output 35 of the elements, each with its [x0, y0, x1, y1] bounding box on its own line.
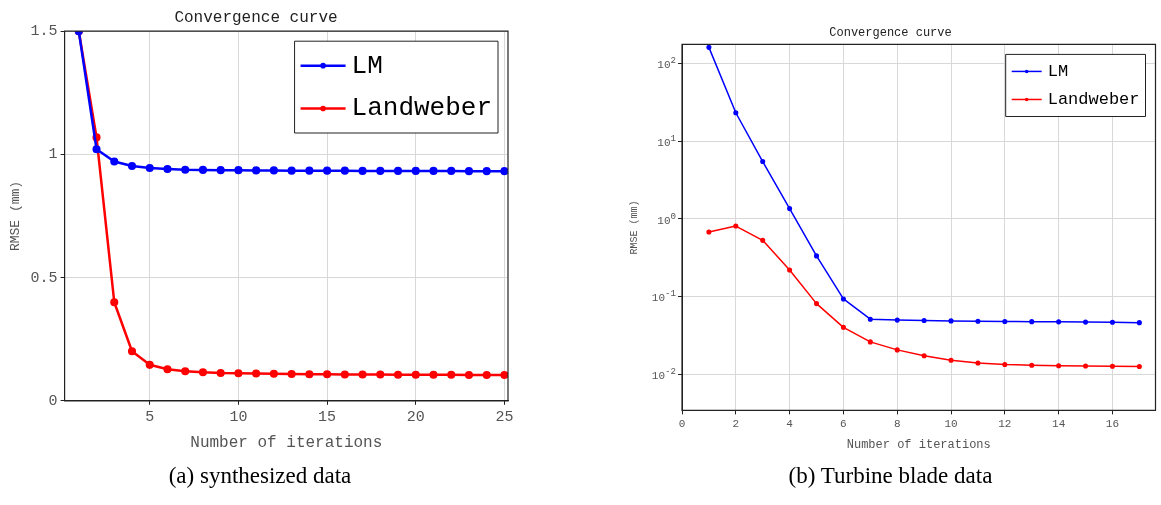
- x-tick-label: 15: [318, 408, 337, 426]
- legend-label: Landweber: [351, 93, 493, 124]
- x-tick-label: 0: [678, 417, 686, 430]
- y-tick-label: 1: [48, 146, 58, 164]
- x-axis-title: Number of iterations: [846, 437, 991, 452]
- text: (b) Turbine blade data: [787, 463, 994, 489]
- y-tick-label: 0: [48, 392, 58, 410]
- y-tick-label: 10$^{1}$: [657, 133, 676, 149]
- y-tick-label: 10$^{-2}$: [651, 365, 676, 382]
- legend-label: Landweber: [1047, 89, 1140, 109]
- legend-label: LM: [1047, 61, 1069, 81]
- x-tick-label: 8: [893, 417, 901, 430]
- chart-title: Convergence curve: [174, 8, 338, 27]
- x-tick-label: 25: [495, 408, 514, 426]
- x-tick-label: 14: [1052, 417, 1066, 430]
- legend-label: LM: [351, 50, 383, 81]
- chart-title: Convergence curve: [829, 26, 952, 41]
- text: (a) synthesized data: [167, 463, 353, 489]
- y-tick-label: 10$^{2}$: [657, 55, 676, 72]
- y-axis-title: RMSE (mm): [628, 200, 640, 255]
- x-tick-label: 4: [786, 417, 794, 430]
- x-tick-label: 20: [406, 408, 425, 426]
- x-axis-title: Number of iterations: [190, 433, 383, 452]
- x-tick-label: 16: [1105, 417, 1120, 430]
- y-tick-label: 10$^{-1}$: [651, 288, 676, 304]
- x-tick-label: 12: [998, 417, 1012, 430]
- x-tick-label: 10: [229, 408, 248, 426]
- y-axis-title: RMSE (mm): [8, 180, 24, 252]
- y-tick-label: 1.5: [30, 23, 58, 41]
- x-tick-label: 10: [944, 417, 958, 430]
- y-tick-label: 10$^{0}$: [657, 210, 676, 227]
- x-tick-label: 5: [145, 408, 155, 426]
- x-tick-label: 6: [840, 417, 847, 430]
- y-tick-label: 0.5: [30, 269, 58, 287]
- x-tick-label: 2: [732, 417, 740, 430]
